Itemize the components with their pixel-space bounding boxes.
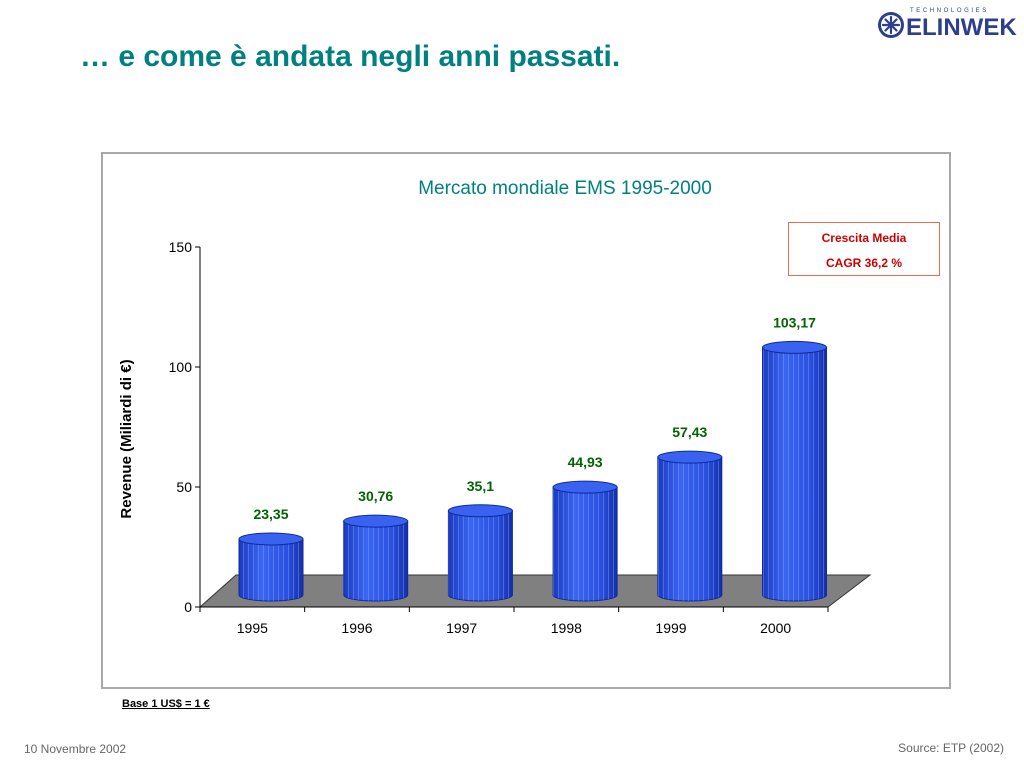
x-tick-label: 1999 [655,620,686,636]
y-axis-label: Revenue (Miliardi di €) [118,359,135,518]
data-label: 30,76 [358,488,393,504]
bar-2000 [762,340,827,602]
bar-stripes [343,521,408,601]
cagr-title: Crescita Media [821,231,907,245]
data-label: 44,93 [568,454,603,470]
y-tick-label: 100 [169,359,193,375]
logo-emblem-icon [878,12,904,38]
bar-stripes [239,538,303,601]
cagr-box: Crescita Media CAGR 36,2 % [788,222,940,276]
data-label: 57,43 [672,424,707,440]
bar-stripes [553,487,618,601]
x-tick-label: 2000 [760,620,791,636]
bar-top [343,514,409,528]
company-logo: TECHNOLOGIES ELINWEK [876,8,1017,42]
bar-top [552,480,618,494]
x-tick-label: 1998 [551,620,582,636]
bar-1995 [238,532,304,602]
y-tick-label: 150 [169,239,193,255]
bar-stripes [448,510,513,601]
logo-wordmark: ELINWEK [906,14,1017,41]
x-tick-label: 1997 [446,620,477,636]
bar-1998 [552,480,618,602]
bar-top [657,450,723,464]
cagr-value: CAGR 36,2 % [825,256,903,270]
logo-tagline: TECHNOLOGIES [910,8,989,14]
bar-1996 [343,514,409,602]
bar-1997 [447,504,513,602]
footer-source: Source: ETP (2002) [898,741,1004,755]
y-tick-label: 50 [176,479,192,495]
bar-top [447,504,513,518]
chart-title: Mercato mondiale EMS 1995-2000 [418,178,712,199]
data-label: 23,35 [253,506,288,522]
footer-date: 10 Novembre 2002 [24,742,127,756]
currency-base-note: Base 1 US$ = 1 € [122,698,210,710]
data-label: 103,17 [773,314,816,330]
bar-stripes [657,457,722,601]
bar-top [762,340,827,354]
x-tick-label: 1995 [237,620,268,636]
bar-chart: Mercato mondiale EMS 1995-2000 Revenue (… [118,178,872,636]
x-tick-label: 1996 [341,620,372,636]
data-label: 35,1 [467,478,494,494]
slide-title: … e come è andata negli anni passati. [80,40,621,73]
y-tick-label: 0 [184,599,192,615]
chart-frame: Mercato mondiale EMS 1995-2000 Revenue (… [101,152,951,689]
bar-top [238,532,304,546]
bar-1999 [657,450,723,602]
bar-stripes [762,347,827,601]
